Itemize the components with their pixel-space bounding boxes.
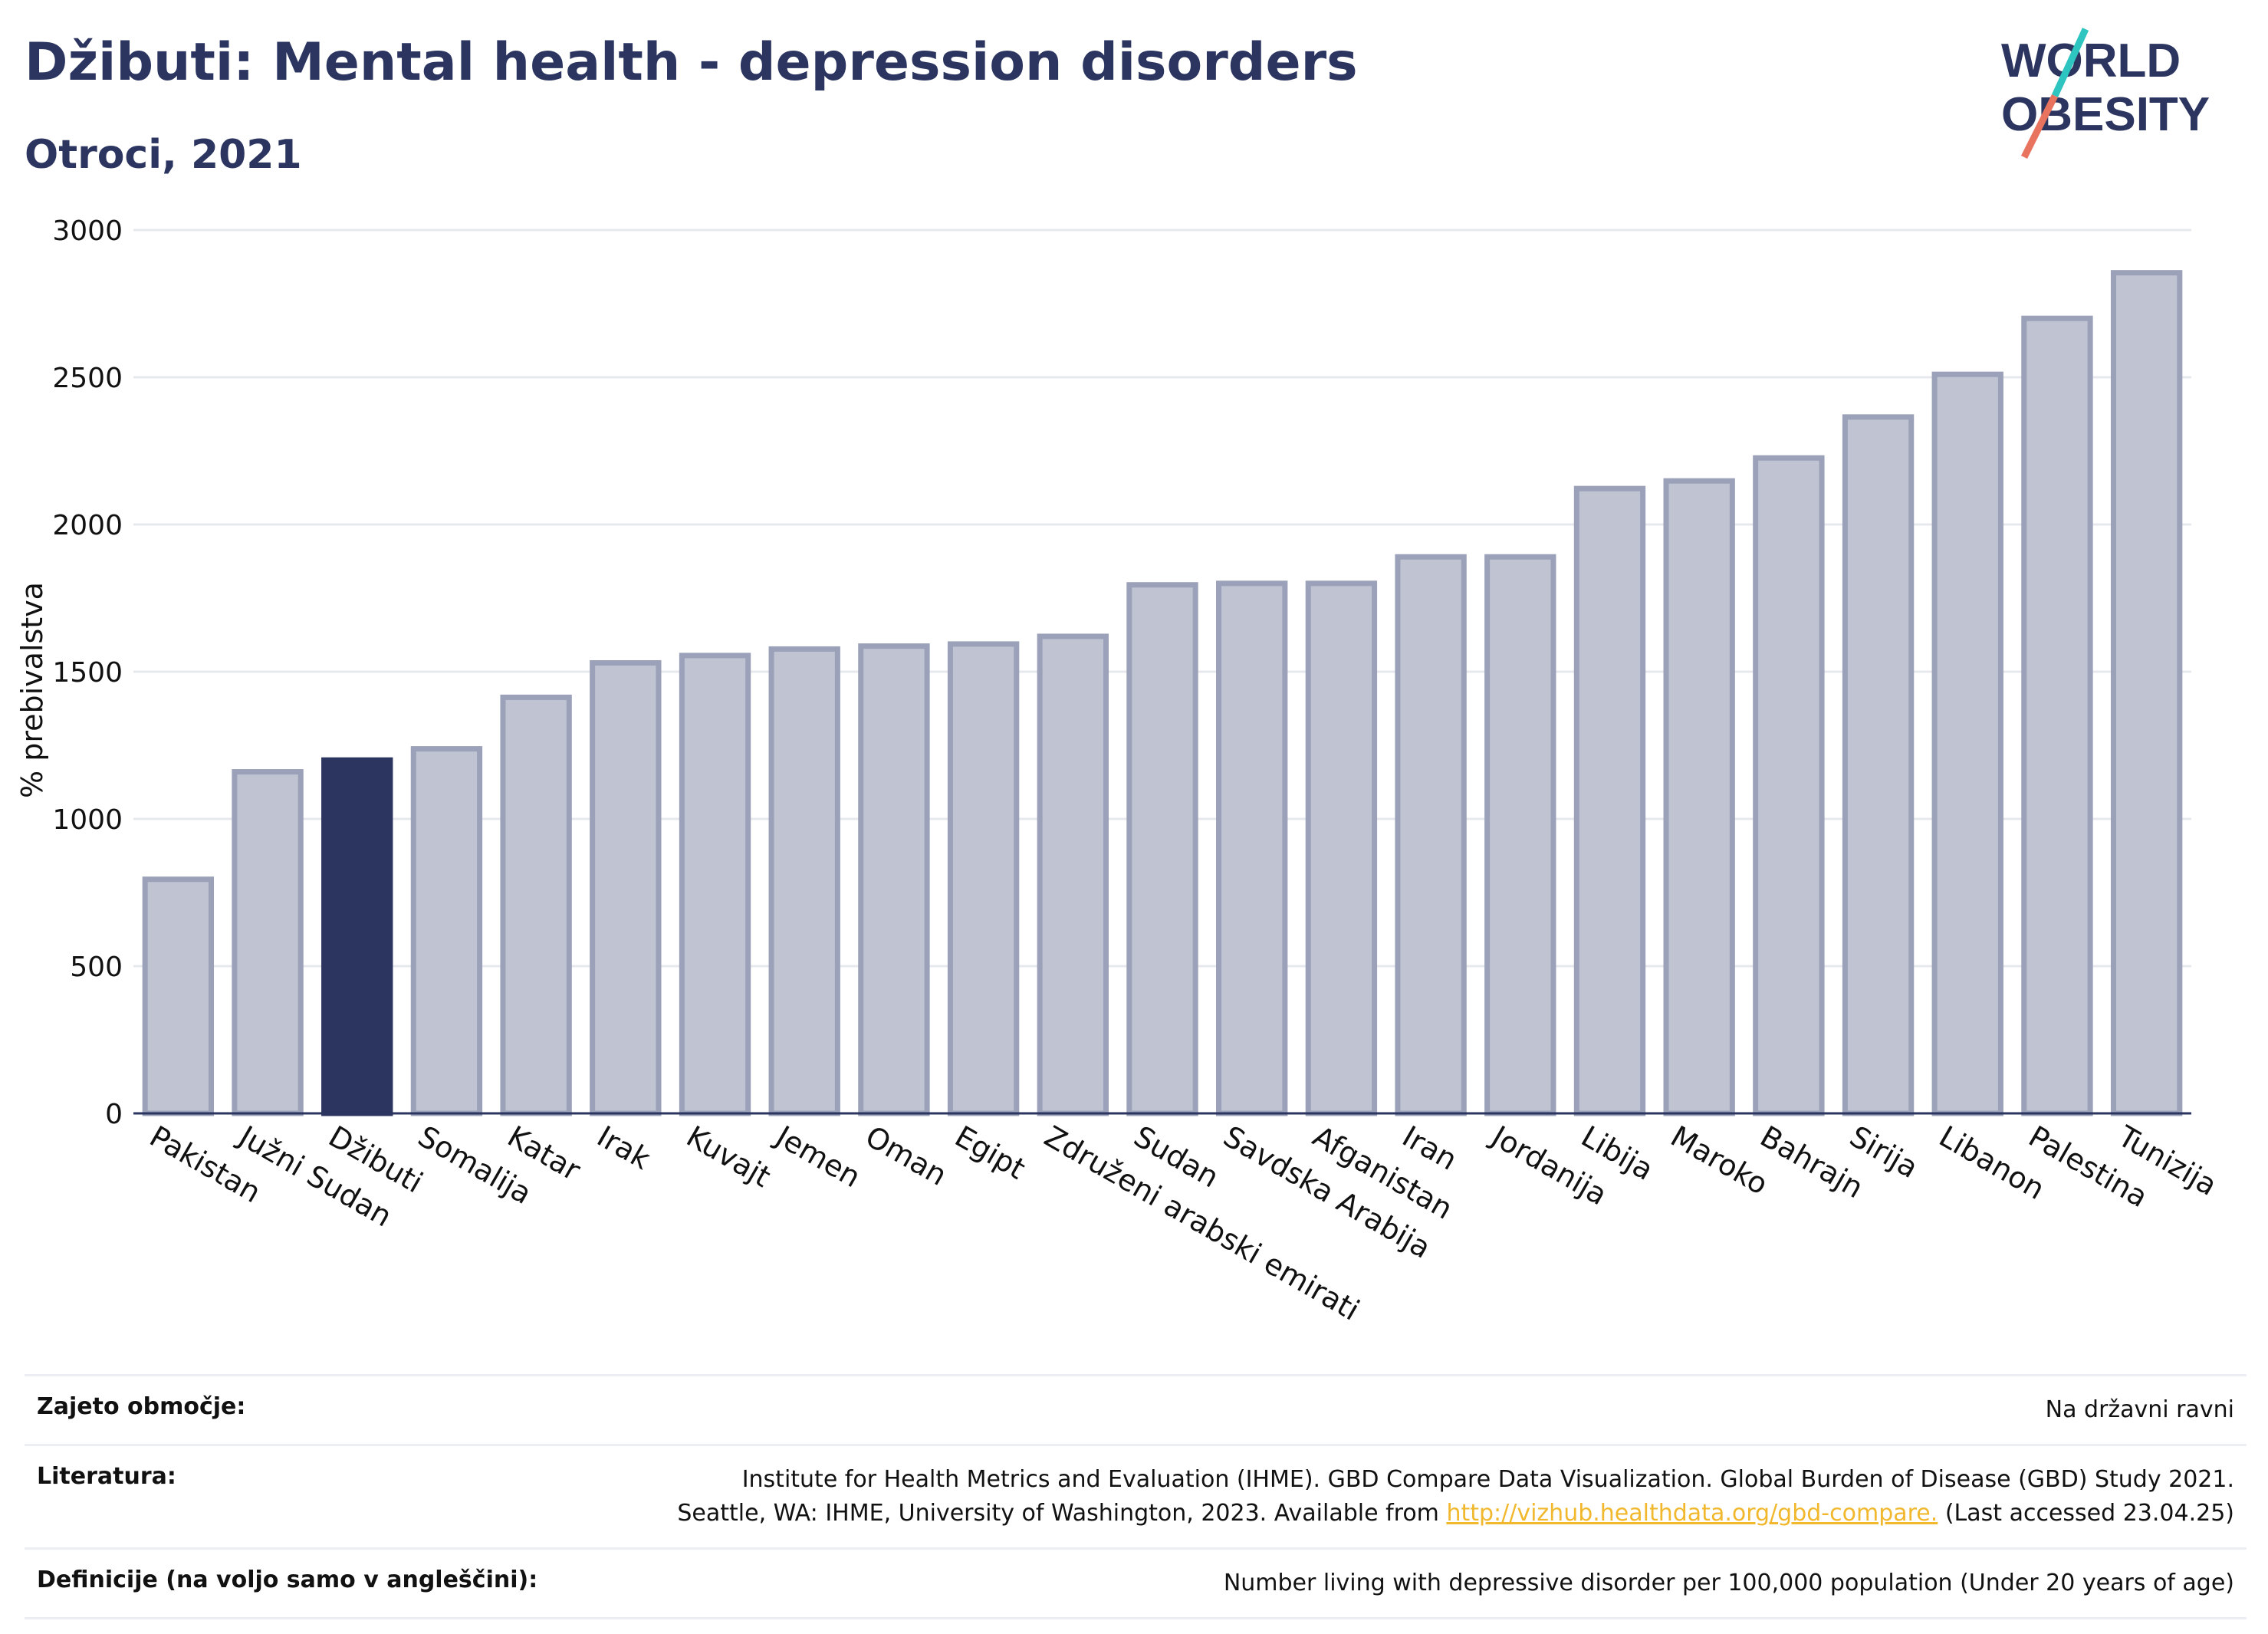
- bar: [1663, 478, 1735, 1116]
- y-tick-label: 1000: [52, 804, 123, 836]
- bar: [1395, 554, 1467, 1116]
- chart-title: Džibuti: Mental health - depression diso…: [25, 32, 1358, 93]
- literature-value: Institute for Health Metrics and Evaluat…: [677, 1463, 2234, 1530]
- y-tick-label: 2500: [52, 363, 123, 394]
- footer-row-coverage: Zajeto območje: Na državni ravni: [25, 1374, 2247, 1444]
- literature-label: Literatura:: [37, 1463, 176, 1490]
- bar: [1126, 582, 1198, 1116]
- footer-row-literature: Literatura: Institute for Health Metrics…: [25, 1444, 2247, 1547]
- x-tick-label: Kuvajt: [681, 1119, 776, 1194]
- definitions-value: Number living with depressive disorder p…: [1223, 1570, 2234, 1596]
- literature-line2: Seattle, WA: IHME, University of Washing…: [677, 1500, 1447, 1527]
- bar: [1216, 580, 1288, 1116]
- logo-line1: WORLD: [2001, 35, 2181, 87]
- bar: [679, 653, 751, 1116]
- x-tick-label: Jemen: [769, 1119, 866, 1195]
- bar: [1573, 485, 1646, 1116]
- chart-subtitle: Otroci, 2021: [25, 132, 302, 178]
- y-axis-label: % prebivalstva: [15, 582, 49, 798]
- y-tick-label: 3000: [52, 215, 123, 247]
- x-tick-label: Irak: [591, 1119, 656, 1176]
- definitions-label: Definicije (na voljo samo v angleščini):: [37, 1567, 538, 1593]
- bar: [1931, 371, 2003, 1116]
- literature-line1: Institute for Health Metrics and Evaluat…: [741, 1466, 2234, 1493]
- coverage-value: Na državni ravni: [2045, 1396, 2234, 1423]
- bar: [768, 646, 840, 1116]
- bar-highlight: [321, 757, 393, 1116]
- bar: [1305, 580, 1378, 1116]
- footer-info: Zajeto območje: Na državni ravni Literat…: [25, 1374, 2247, 1619]
- bar: [1842, 414, 1915, 1116]
- bar: [1753, 455, 1825, 1116]
- y-tick-label: 2000: [52, 510, 123, 541]
- bar: [1484, 554, 1556, 1116]
- y-tick-label: 0: [105, 1099, 123, 1130]
- footer-row-definitions: Definicije (na voljo samo v angleščini):…: [25, 1547, 2247, 1619]
- bar: [2110, 270, 2183, 1116]
- y-tick-label: 1500: [52, 657, 123, 689]
- logo-slash-coral: [2020, 94, 2059, 159]
- literature-after-link: (Last accessed 23.04.25): [1938, 1500, 2234, 1527]
- x-tick-label: Bahrajn: [1754, 1119, 1869, 1205]
- bar: [858, 643, 930, 1116]
- x-tick-label: Oman: [860, 1119, 952, 1192]
- bar: [1037, 633, 1109, 1116]
- x-tick-label: Maroko: [1665, 1119, 1774, 1202]
- bar: [410, 746, 483, 1116]
- bar: [500, 694, 572, 1116]
- bar: [232, 769, 304, 1116]
- logo-slash-teal: [2051, 28, 2089, 97]
- world-obesity-logo: WORLD OBESITY: [2001, 28, 2210, 159]
- bar: [142, 876, 215, 1116]
- x-tick-label: Egipt: [949, 1119, 1031, 1186]
- y-tick-label: 500: [70, 952, 123, 983]
- bar: [590, 659, 662, 1116]
- coverage-label: Zajeto območje:: [37, 1393, 246, 1420]
- source-link[interactable]: http://vizhub.healthdata.org/gbd-compare…: [1446, 1500, 1938, 1527]
- bar: [2021, 315, 2093, 1116]
- bar: [947, 641, 1020, 1116]
